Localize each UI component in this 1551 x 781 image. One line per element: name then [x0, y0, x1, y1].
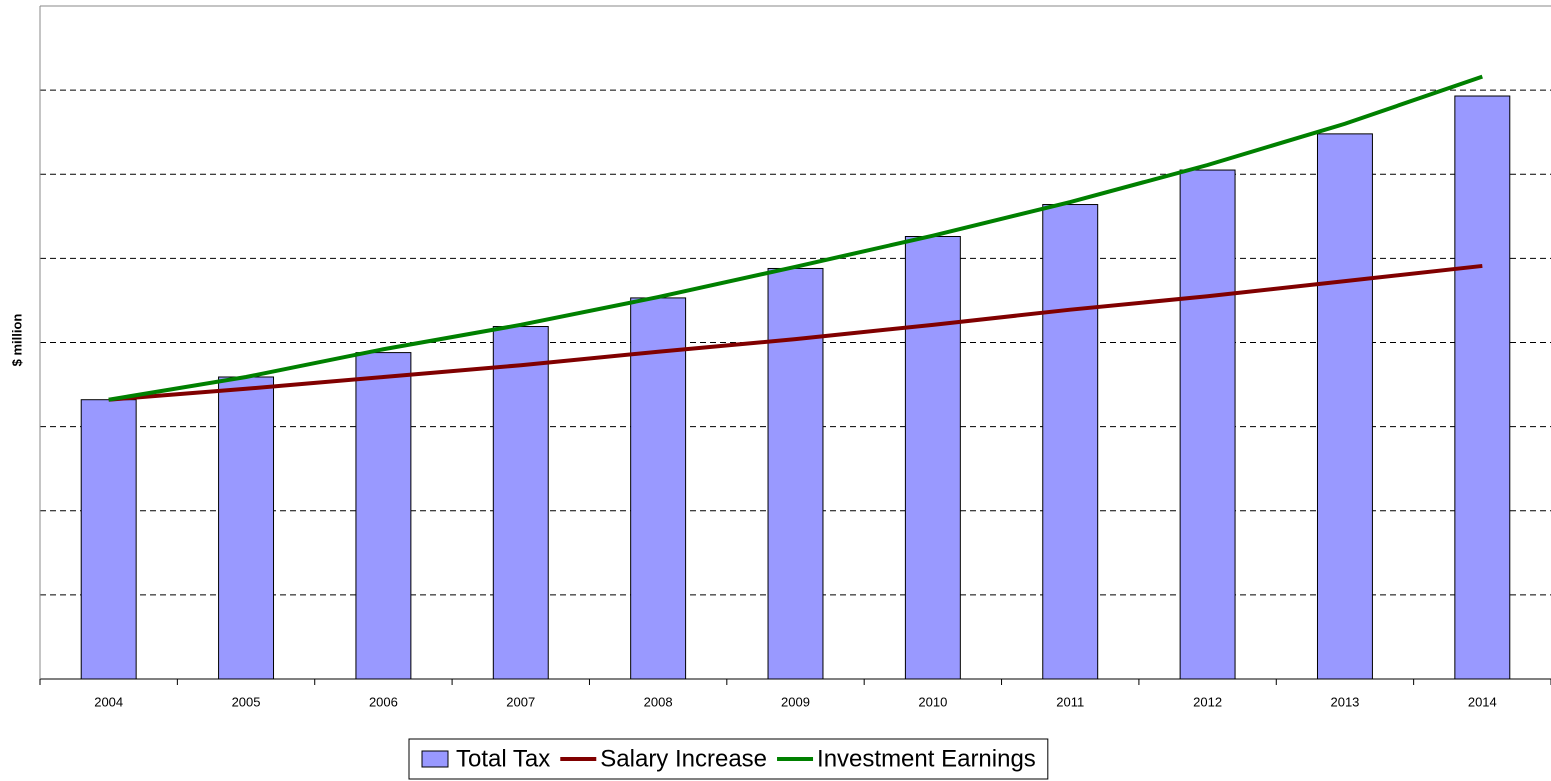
legend-label: Salary Increase: [600, 745, 767, 772]
x-tick-label: 2014: [1468, 694, 1497, 709]
x-tick-label: 2011: [1056, 694, 1084, 709]
x-tick-label: 2008: [644, 694, 673, 709]
x-tick-label: 2005: [232, 694, 261, 709]
bar: [1454, 95, 1511, 680]
bar: [492, 326, 549, 680]
bar: [80, 399, 137, 680]
bar: [218, 376, 275, 680]
bar: [1316, 133, 1373, 680]
line: [108, 74, 1483, 402]
legend: Total Tax Salary Increase Investment Earni…: [408, 738, 1049, 780]
x-tick-label: 2012: [1193, 694, 1222, 709]
y-axis-label: $ million: [9, 314, 24, 367]
legend-box: [408, 738, 1049, 780]
legend-label: Investment Earnings: [817, 745, 1036, 772]
legend-swatch: [421, 750, 449, 768]
bar: [1042, 204, 1099, 680]
bar: [904, 236, 961, 680]
x-tick-label: 2013: [1330, 694, 1359, 709]
x-tick-label: 2004: [94, 694, 123, 709]
line: [108, 263, 1483, 402]
bar: [767, 267, 824, 680]
legend-label: Total Tax: [456, 745, 550, 772]
x-tick-label: 2006: [369, 694, 398, 709]
x-tick-label: 2007: [506, 694, 535, 709]
x-tick-label: 2009: [781, 694, 810, 709]
x-tick-label: 2010: [918, 694, 947, 709]
bar: [1179, 169, 1236, 680]
bar: [630, 297, 687, 680]
bar: [355, 352, 412, 680]
